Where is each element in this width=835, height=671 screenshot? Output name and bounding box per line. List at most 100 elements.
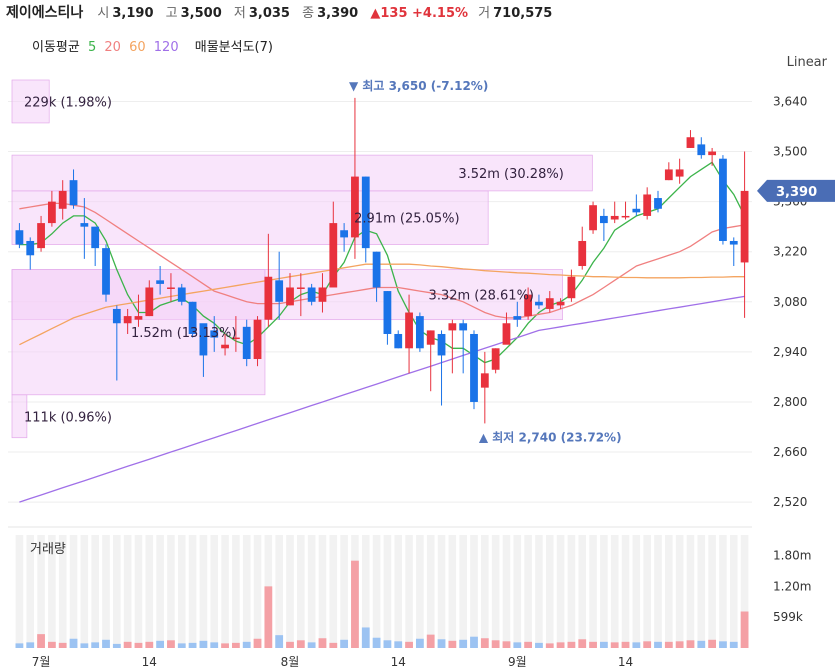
- volume-bar[interactable]: [177, 643, 186, 648]
- volume-bar[interactable]: [199, 640, 208, 648]
- candle-body[interactable]: [167, 287, 175, 289]
- candle-body[interactable]: [383, 291, 392, 334]
- volume-bar[interactable]: [675, 641, 684, 648]
- candle-body[interactable]: [664, 169, 673, 181]
- ma5-legend[interactable]: 5: [87, 40, 97, 55]
- candle-body[interactable]: [231, 337, 240, 340]
- candle-body[interactable]: [621, 215, 630, 218]
- candle-body[interactable]: [58, 190, 67, 209]
- candle-body[interactable]: [556, 301, 565, 306]
- volume-bar[interactable]: [708, 639, 717, 648]
- volume-bar[interactable]: [394, 641, 403, 648]
- volume-bar[interactable]: [719, 641, 727, 648]
- candle-body[interactable]: [134, 316, 143, 320]
- volume-bar[interactable]: [15, 643, 24, 648]
- volume-bar[interactable]: [37, 634, 45, 648]
- candle-body[interactable]: [729, 240, 738, 245]
- volume-bar[interactable]: [524, 641, 533, 648]
- candle-body[interactable]: [708, 151, 717, 156]
- volume-bar[interactable]: [491, 640, 500, 648]
- volume-bar[interactable]: [340, 639, 349, 648]
- candle-body[interactable]: [740, 190, 749, 263]
- candle-body[interactable]: [26, 240, 35, 256]
- volume-bar[interactable]: [729, 641, 738, 648]
- volume-bar[interactable]: [134, 642, 143, 648]
- volume-bar[interactable]: [599, 641, 608, 648]
- candle-body[interactable]: [361, 176, 370, 249]
- volume-bar[interactable]: [513, 642, 522, 648]
- candle-body[interactable]: [80, 223, 89, 227]
- candle-body[interactable]: [719, 158, 727, 241]
- volume-bar[interactable]: [621, 641, 630, 648]
- candle-body[interactable]: [145, 287, 154, 317]
- volume-bar[interactable]: [654, 641, 662, 648]
- candle-body[interactable]: [188, 301, 197, 334]
- candle-body[interactable]: [632, 208, 641, 213]
- candle-body[interactable]: [307, 287, 316, 302]
- candle-body[interactable]: [275, 280, 284, 302]
- candle-body[interactable]: [156, 280, 165, 284]
- volume-bar[interactable]: [112, 643, 121, 648]
- indicator-legend[interactable]: 이동평균 5 20 60 120 매물분석도(7): [32, 36, 277, 55]
- candle-body[interactable]: [459, 323, 468, 331]
- candle-body[interactable]: [264, 276, 273, 320]
- volume-bar[interactable]: [361, 627, 370, 648]
- volume-bar[interactable]: [351, 560, 359, 648]
- candle-body[interactable]: [221, 344, 229, 349]
- candle-body[interactable]: [437, 333, 446, 356]
- volume-bar[interactable]: [47, 641, 56, 648]
- candle-body[interactable]: [448, 323, 457, 331]
- candle-body[interactable]: [242, 326, 251, 360]
- volume-bar[interactable]: [188, 642, 197, 648]
- volume-bar[interactable]: [632, 642, 641, 648]
- candle-body[interactable]: [480, 373, 489, 388]
- candle-body[interactable]: [415, 316, 424, 349]
- volume-bar[interactable]: [426, 634, 435, 648]
- volume-bar[interactable]: [275, 635, 284, 648]
- volume-bar[interactable]: [740, 611, 749, 648]
- candle-body[interactable]: [286, 287, 294, 306]
- volume-bar[interactable]: [102, 639, 110, 648]
- volume-bar[interactable]: [686, 640, 695, 648]
- volume-bar[interactable]: [156, 640, 165, 648]
- candle-body[interactable]: [491, 348, 500, 370]
- volume-bar[interactable]: [69, 638, 78, 648]
- volume-bar[interactable]: [437, 639, 446, 648]
- candle-body[interactable]: [372, 251, 381, 288]
- volume-bar[interactable]: [286, 641, 294, 648]
- volume-bar[interactable]: [221, 643, 229, 648]
- candle-body[interactable]: [177, 287, 186, 302]
- candle-body[interactable]: [610, 215, 619, 220]
- candle-body[interactable]: [686, 137, 695, 148]
- candle-body[interactable]: [567, 276, 576, 299]
- volume-bar[interactable]: [210, 642, 219, 648]
- volume-bar[interactable]: [264, 586, 273, 648]
- volume-profile-legend[interactable]: 매물분석도(7): [194, 40, 273, 55]
- volume-bar[interactable]: [664, 641, 673, 648]
- volume-bar[interactable]: [567, 641, 576, 648]
- volume-bar[interactable]: [535, 642, 543, 648]
- volume-bar[interactable]: [448, 640, 457, 648]
- candle-body[interactable]: [112, 308, 121, 324]
- candle-body[interactable]: [123, 316, 132, 324]
- candle-body[interactable]: [210, 330, 219, 338]
- volume-bar[interactable]: [480, 638, 489, 648]
- volume-bar[interactable]: [329, 642, 338, 648]
- candle-body[interactable]: [351, 176, 359, 238]
- candle-body[interactable]: [394, 333, 403, 349]
- volume-bar[interactable]: [545, 643, 554, 648]
- candle-body[interactable]: [15, 230, 24, 245]
- volume-bar[interactable]: [697, 640, 706, 648]
- ma60-legend[interactable]: 60: [129, 40, 146, 55]
- candle-body[interactable]: [578, 240, 587, 267]
- volume-bar[interactable]: [415, 638, 424, 648]
- candle-body[interactable]: [329, 223, 338, 288]
- volume-bar[interactable]: [318, 638, 327, 648]
- candle-body[interactable]: [340, 230, 349, 238]
- candle-body[interactable]: [470, 333, 478, 402]
- candle-body[interactable]: [654, 198, 662, 209]
- scale-mode-toggle[interactable]: Linear: [786, 55, 827, 70]
- candle-body[interactable]: [599, 215, 608, 224]
- volume-bar[interactable]: [253, 638, 262, 648]
